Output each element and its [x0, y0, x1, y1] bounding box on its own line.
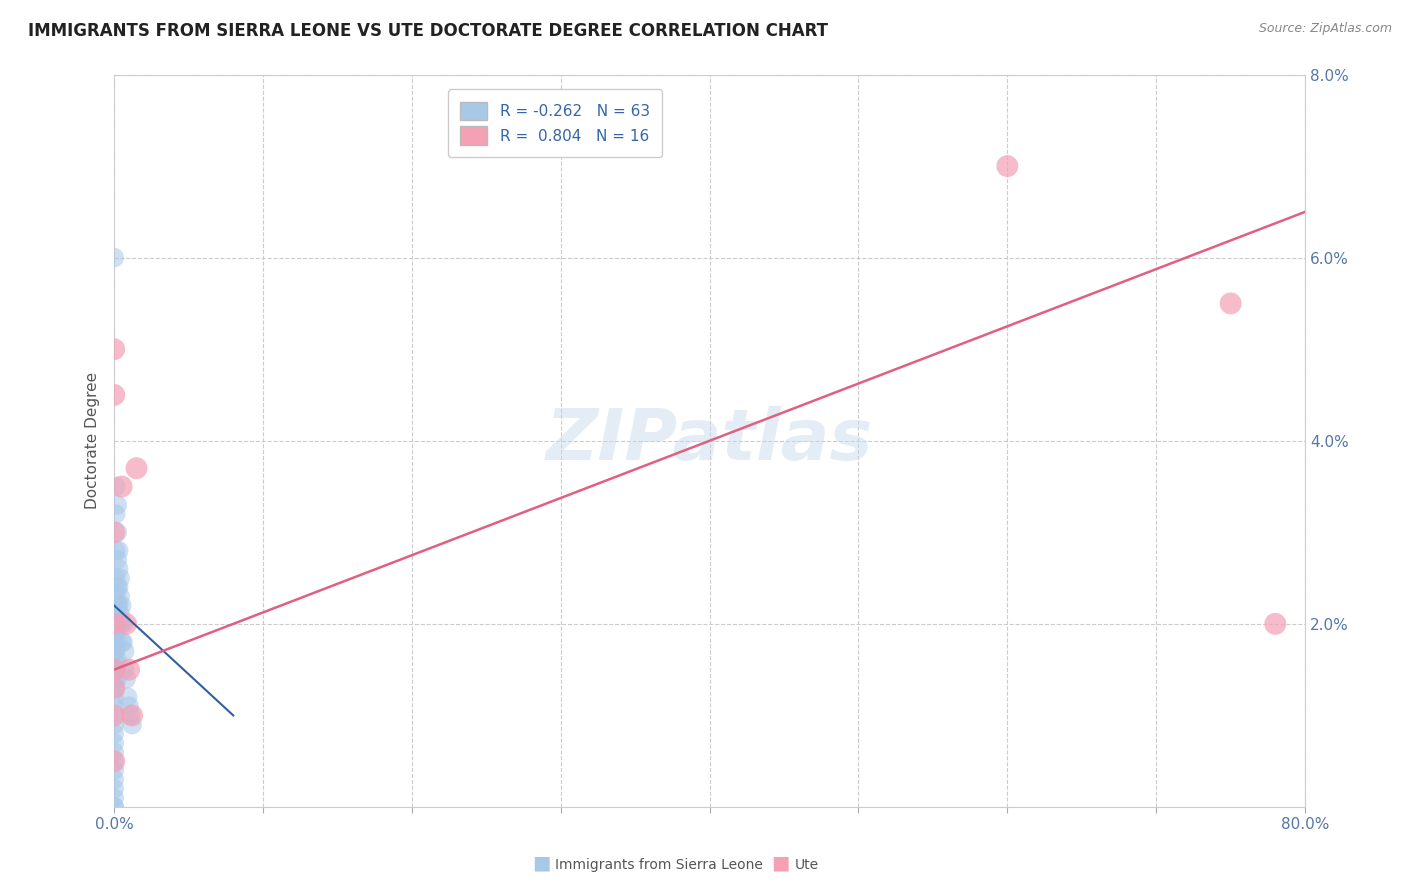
Point [1264, 616, 1286, 631]
Point [103, 525, 125, 540]
Point [105, 653, 128, 667]
Point [108, 607, 131, 622]
Point [103, 790, 125, 805]
Text: Ute: Ute [794, 858, 818, 872]
Y-axis label: Doctorate Degree: Doctorate Degree [86, 372, 100, 509]
Point [107, 580, 129, 594]
Point [103, 653, 125, 667]
Point [112, 635, 135, 649]
Point [103, 764, 125, 778]
Text: IMMIGRANTS FROM SIERRA LEONE VS UTE DOCTORATE DEGREE CORRELATION CHART: IMMIGRANTS FROM SIERRA LEONE VS UTE DOCT… [28, 22, 828, 40]
Point [103, 644, 125, 658]
Point [103, 699, 125, 714]
Point [103, 663, 125, 677]
Point [103, 727, 125, 741]
Point [104, 479, 127, 493]
Point [104, 543, 127, 558]
Point [104, 663, 127, 677]
Point [105, 525, 128, 540]
Point [995, 159, 1018, 173]
Point [125, 461, 148, 475]
Point [105, 672, 128, 686]
Point [112, 616, 135, 631]
Point [108, 590, 131, 604]
Point [105, 498, 128, 512]
Point [103, 708, 125, 723]
Point [103, 663, 125, 677]
Point [104, 507, 127, 521]
Point [105, 599, 128, 613]
Point [103, 626, 125, 640]
Text: Immigrants from Sierra Leone: Immigrants from Sierra Leone [555, 858, 763, 872]
Point [104, 644, 127, 658]
Text: ■: ■ [531, 854, 551, 872]
Point [103, 745, 125, 759]
Point [103, 672, 125, 686]
Point [103, 681, 125, 695]
Point [1219, 296, 1241, 310]
Point [105, 553, 128, 567]
Point [104, 681, 127, 695]
Point [103, 388, 125, 402]
Point [114, 663, 136, 677]
Point [107, 599, 129, 613]
Point [111, 616, 134, 631]
Point [103, 754, 125, 768]
Point [105, 616, 128, 631]
Point [111, 635, 134, 649]
Point [107, 543, 129, 558]
Point [115, 616, 138, 631]
Point [103, 690, 125, 705]
Point [117, 690, 139, 705]
Point [103, 736, 125, 750]
Point [103, 616, 125, 631]
Point [104, 607, 127, 622]
Text: Source: ZipAtlas.com: Source: ZipAtlas.com [1258, 22, 1392, 36]
Point [104, 571, 127, 585]
Point [121, 717, 143, 731]
Point [103, 772, 125, 787]
Point [121, 708, 143, 723]
Point [114, 644, 136, 658]
Point [104, 626, 127, 640]
Point [111, 599, 134, 613]
Point [103, 800, 125, 814]
Text: ■: ■ [770, 854, 790, 872]
Point [103, 342, 125, 356]
Point [105, 580, 128, 594]
Point [107, 616, 129, 631]
Point [118, 663, 141, 677]
Point [105, 635, 128, 649]
Point [104, 590, 127, 604]
Point [107, 562, 129, 576]
Point [103, 251, 125, 265]
Point [103, 599, 125, 613]
Point [103, 681, 125, 695]
Point [103, 616, 125, 631]
Point [120, 708, 142, 723]
Point [103, 800, 125, 814]
Point [103, 708, 125, 723]
Point [115, 672, 138, 686]
Point [103, 781, 125, 796]
Point [118, 699, 141, 714]
Legend: R = -0.262   N = 63, R =  0.804   N = 16: R = -0.262 N = 63, R = 0.804 N = 16 [447, 89, 662, 157]
Point [103, 635, 125, 649]
Text: ZIPatlas: ZIPatlas [546, 406, 873, 475]
Point [103, 754, 125, 768]
Point [108, 571, 131, 585]
Point [111, 479, 134, 493]
Point [103, 717, 125, 731]
